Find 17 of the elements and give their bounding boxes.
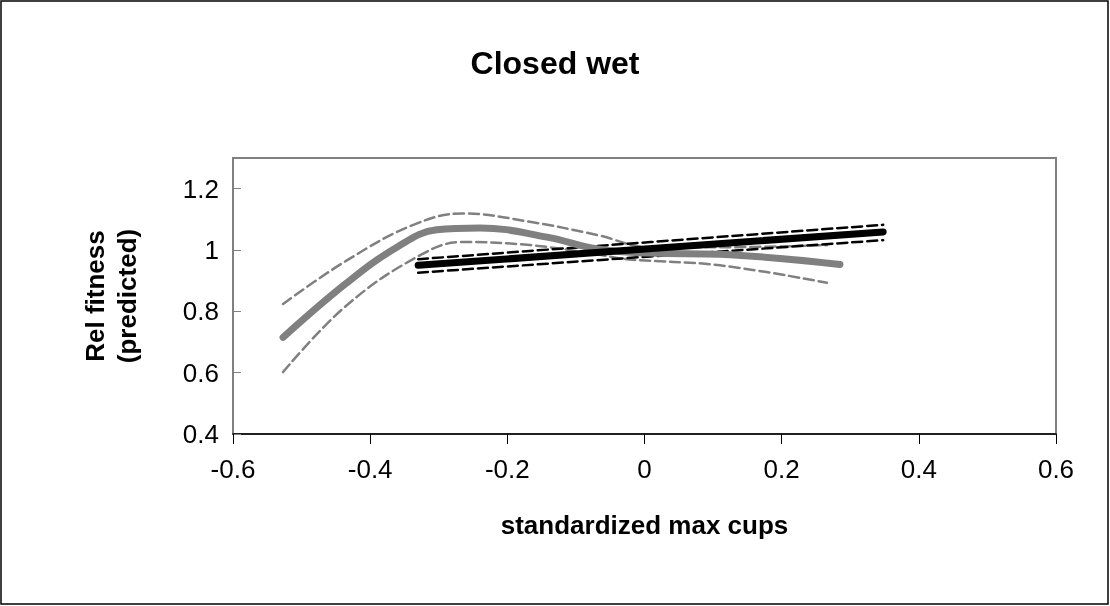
y-tick-label: 0.6 (182, 357, 219, 388)
x-tick-label: 0.4 (900, 454, 937, 484)
x-tick-label: -0.4 (347, 454, 393, 484)
x-tick-label: 0.2 (763, 454, 800, 484)
x-axis-title: standardized max cups (500, 510, 789, 540)
chart-title: Closed wet (470, 45, 640, 81)
y-tick-label: 1 (204, 235, 219, 265)
y-tick-label: 0.4 (182, 419, 219, 449)
line-series (281, 240, 829, 374)
x-tick-label: 0.6 (1037, 454, 1075, 484)
x-tick-label: -0.6 (210, 454, 256, 484)
line-series (281, 212, 829, 306)
y-tick-label: 0.8 (182, 296, 219, 327)
x-tick-label: -0.2 (484, 454, 530, 484)
y-tick-label: 1.2 (182, 173, 219, 204)
y-axis-title: Rel fitness (predicted) (80, 228, 142, 364)
x-tick-label: 0 (637, 454, 652, 484)
